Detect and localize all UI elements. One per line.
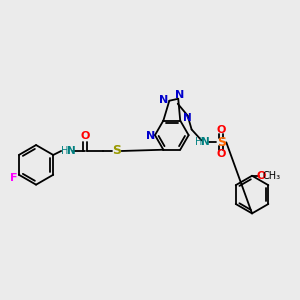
Text: S: S: [112, 145, 121, 158]
Text: O: O: [217, 149, 226, 159]
Text: N: N: [146, 131, 156, 141]
Text: H: H: [195, 137, 202, 147]
Text: N: N: [175, 90, 184, 100]
Text: S: S: [217, 136, 226, 149]
Text: N: N: [201, 137, 210, 147]
Text: F: F: [10, 173, 18, 183]
Text: H: H: [61, 146, 69, 156]
Text: N: N: [67, 146, 75, 156]
Text: O: O: [80, 131, 90, 141]
Text: O: O: [217, 125, 226, 136]
Text: N: N: [183, 112, 191, 123]
Text: N: N: [159, 95, 168, 105]
Text: O: O: [256, 171, 266, 181]
Text: CH₃: CH₃: [263, 171, 281, 181]
